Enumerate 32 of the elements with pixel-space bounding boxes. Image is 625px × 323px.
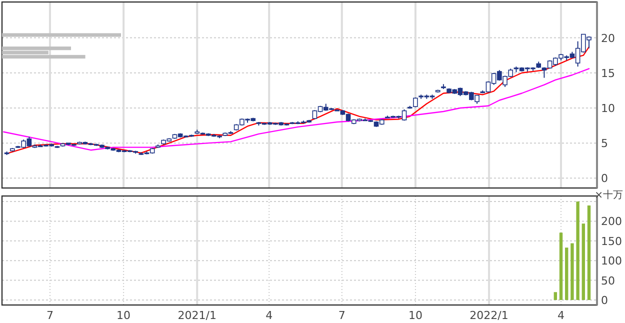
x-tick-label: 2022/1 bbox=[470, 309, 508, 322]
y-tick-label: 15 bbox=[601, 66, 615, 80]
bar bbox=[570, 243, 574, 300]
bar bbox=[576, 202, 580, 300]
y-tick-label: 0 bbox=[601, 172, 608, 186]
x-tick-label: 7 bbox=[46, 309, 54, 322]
y-tick-label: 100 bbox=[601, 254, 622, 268]
bar bbox=[565, 248, 568, 300]
x-tick-label: 10 bbox=[116, 309, 131, 322]
bar bbox=[554, 292, 558, 300]
y-tick-label: 50 bbox=[601, 274, 615, 288]
bar bbox=[587, 205, 591, 300]
x-tick-label: 4 bbox=[558, 309, 565, 322]
y-axis-title: ×十万 bbox=[594, 189, 623, 201]
candlestick bbox=[413, 96, 418, 108]
line-series bbox=[6, 46, 590, 154]
y-tick-label: 150 bbox=[601, 234, 622, 248]
bar bbox=[559, 232, 563, 300]
bar bbox=[582, 224, 586, 300]
bar bbox=[2, 46, 72, 50]
x-tick-label: 2021/1 bbox=[178, 309, 216, 322]
y-tick-label: 5 bbox=[601, 137, 608, 150]
x-tick-label: 7 bbox=[338, 309, 346, 322]
y-tick-label: 200 bbox=[601, 215, 622, 228]
y-tick-label: 20 bbox=[601, 32, 615, 45]
x-tick-label: 10 bbox=[408, 309, 422, 322]
bar bbox=[2, 54, 86, 59]
line-series bbox=[3, 68, 590, 151]
bar bbox=[2, 33, 121, 37]
x-tick-label: 4 bbox=[266, 309, 273, 322]
y-tick-label: 0 bbox=[601, 294, 608, 307]
y-tick-label: 10 bbox=[601, 102, 615, 115]
